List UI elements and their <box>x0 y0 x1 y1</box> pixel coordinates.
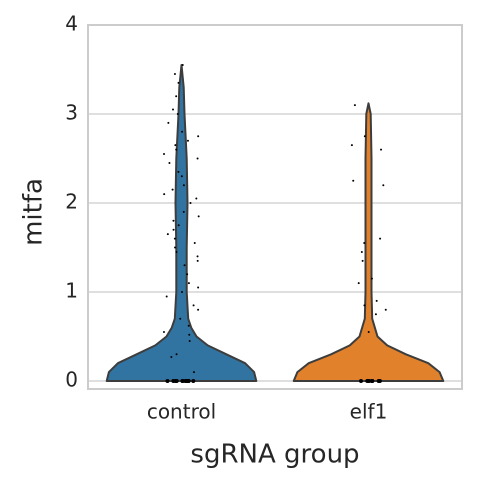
data-point <box>171 378 176 383</box>
data-point <box>180 175 183 178</box>
data-point <box>170 355 173 358</box>
x-tick-label: control <box>147 400 216 424</box>
data-point <box>366 378 371 383</box>
y-tick-label: 1 <box>65 278 78 302</box>
data-point <box>382 184 385 187</box>
data-point <box>196 157 199 160</box>
data-point <box>181 130 184 133</box>
data-point <box>191 378 196 383</box>
data-point <box>192 371 195 374</box>
data-point <box>367 331 370 334</box>
data-point <box>186 273 189 276</box>
data-point <box>172 228 175 231</box>
data-point <box>193 242 196 245</box>
data-point <box>176 112 179 115</box>
data-point <box>181 290 184 293</box>
data-point <box>168 161 171 164</box>
data-point <box>384 308 387 311</box>
data-point <box>173 237 176 240</box>
y-tick-label: 0 <box>65 367 78 391</box>
data-point <box>166 233 169 236</box>
data-point <box>350 144 353 147</box>
data-point <box>179 317 182 320</box>
data-point <box>370 378 375 383</box>
data-point <box>174 246 177 249</box>
data-point <box>363 135 366 138</box>
data-point <box>197 286 200 289</box>
data-point <box>175 95 178 98</box>
data-point <box>359 378 364 383</box>
data-point <box>162 331 165 334</box>
y-tick-label: 3 <box>65 100 78 124</box>
violin <box>105 64 258 382</box>
data-point <box>177 81 180 84</box>
data-point <box>174 144 177 147</box>
data-point <box>177 170 180 173</box>
data-point <box>167 121 170 124</box>
data-point <box>183 264 186 267</box>
y-tick-label: 2 <box>65 189 78 213</box>
data-point <box>181 64 184 67</box>
data-point <box>177 224 180 227</box>
violin <box>292 102 445 382</box>
data-point <box>376 378 381 383</box>
data-point <box>174 378 179 383</box>
data-point <box>171 188 174 191</box>
data-point <box>172 219 175 222</box>
data-point <box>361 259 364 262</box>
y-tick-label: 4 <box>65 12 78 36</box>
data-point <box>186 139 189 142</box>
data-point <box>172 108 175 111</box>
data-point <box>197 135 200 138</box>
data-point <box>188 333 191 336</box>
data-point <box>380 148 383 151</box>
data-point <box>182 184 185 187</box>
data-point <box>370 277 373 280</box>
data-point <box>192 304 195 307</box>
data-point <box>357 282 360 285</box>
data-point <box>175 148 178 151</box>
data-point <box>195 197 198 200</box>
data-point <box>379 237 382 240</box>
data-point <box>187 324 190 327</box>
data-point <box>165 378 170 383</box>
x-tick-label: elf1 <box>350 400 388 424</box>
data-point <box>175 250 178 253</box>
data-point <box>363 304 366 307</box>
data-point <box>173 72 176 75</box>
data-point <box>187 282 190 285</box>
y-axis-label: mitfa <box>19 178 49 246</box>
x-axis-label: sgRNA group <box>190 440 359 470</box>
data-point <box>374 313 377 316</box>
data-point <box>353 104 356 107</box>
data-point <box>189 201 192 204</box>
data-point <box>188 339 191 342</box>
data-point <box>165 295 168 298</box>
data-point <box>163 153 166 156</box>
data-point <box>360 250 363 253</box>
data-point <box>375 299 378 302</box>
data-point <box>197 308 200 311</box>
data-point <box>182 210 185 213</box>
data-point <box>196 255 199 258</box>
data-point <box>163 193 166 196</box>
data-point <box>352 179 355 182</box>
data-point <box>196 259 199 262</box>
data-point <box>183 378 188 383</box>
data-point <box>363 242 366 245</box>
plot-frame <box>87 24 463 390</box>
data-point <box>197 215 200 218</box>
data-point <box>175 353 178 356</box>
